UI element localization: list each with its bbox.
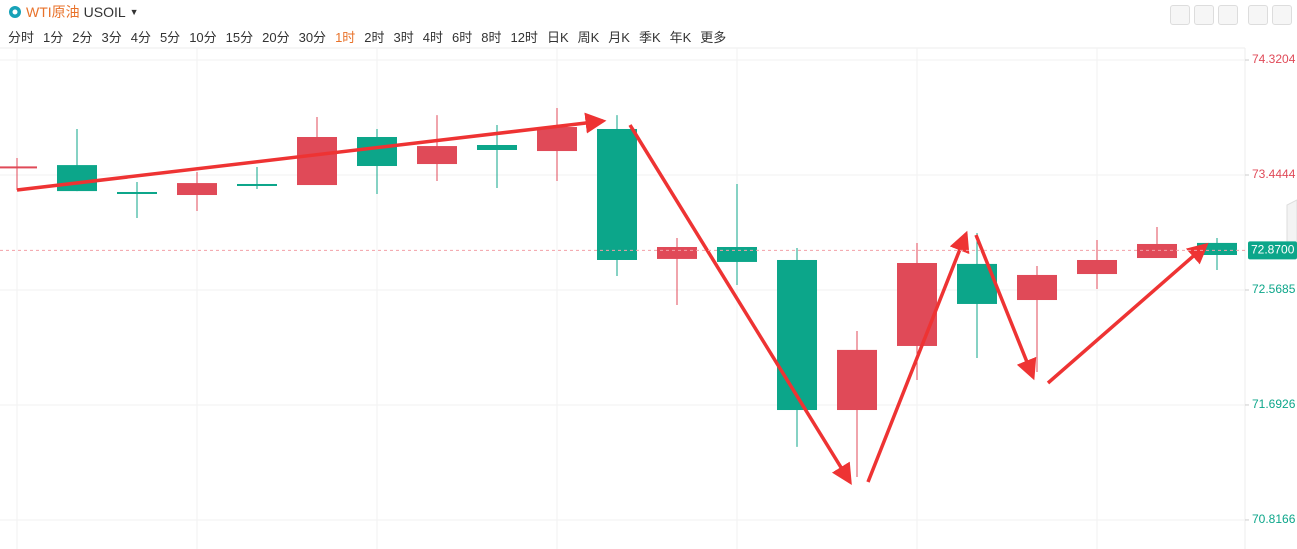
- y-tick-label: 71.6926: [1252, 397, 1296, 411]
- y-tick-label: 72.5685: [1252, 282, 1296, 296]
- interval-option[interactable]: 日K: [546, 29, 569, 45]
- interval-option[interactable]: 30分: [298, 29, 327, 45]
- candle-body: [717, 246, 757, 262]
- candle-body: [477, 145, 517, 150]
- interval-option[interactable]: 15分: [225, 29, 254, 45]
- interval-option[interactable]: 5分: [159, 29, 181, 45]
- candle-body: [0, 166, 37, 169]
- y-tick-label: 74.3204: [1252, 52, 1296, 66]
- symbol-header: WTI原油 USOIL ▼: [8, 2, 139, 22]
- candle-body: [357, 136, 397, 167]
- interval-option[interactable]: 年K: [669, 29, 692, 45]
- candle-body: [237, 183, 277, 186]
- candle-body: [417, 146, 457, 165]
- candle-body: [1077, 259, 1117, 275]
- candle-body: [597, 128, 637, 260]
- y-tick-label: 73.4444: [1252, 167, 1296, 181]
- candle-body: [1137, 243, 1177, 259]
- candle-body: [537, 127, 577, 152]
- interval-option[interactable]: 2时: [364, 29, 385, 45]
- tool-button[interactable]: [1170, 5, 1190, 25]
- candle-body: [897, 263, 937, 346]
- interval-option[interactable]: 季K: [638, 29, 661, 45]
- tool-button[interactable]: [1218, 5, 1238, 25]
- candle-body: [177, 183, 217, 196]
- tool-button[interactable]: [1248, 5, 1268, 25]
- symbol-code[interactable]: USOIL: [83, 4, 126, 20]
- candle-body: [57, 165, 97, 192]
- candle-body: [1017, 274, 1057, 301]
- interval-option[interactable]: 10分: [189, 29, 217, 45]
- y-tick-label: 70.8166: [1252, 512, 1296, 526]
- interval-option[interactable]: 1分: [43, 29, 64, 45]
- symbol-title[interactable]: WTI原油: [26, 4, 80, 20]
- candle-body: [777, 259, 817, 411]
- interval-bar: 分时 1分 2分 3分 4分 5分 10分 15分 20分 30分 1时 2时 3时 4时 6时 8时 12时日…: [8, 26, 735, 46]
- candle-body: [657, 246, 697, 259]
- interval-option[interactable]: 月K: [608, 29, 630, 45]
- tool-button[interactable]: [1272, 5, 1292, 25]
- candle-body: [117, 191, 157, 194]
- interval-option[interactable]: 更多: [700, 29, 727, 45]
- annotation-arrows: [16, 112, 1209, 485]
- interval-option[interactable]: 周K: [577, 29, 600, 45]
- interval-option[interactable]: 12时: [510, 29, 538, 45]
- interval-option[interactable]: 6时: [452, 29, 473, 45]
- interval-option[interactable]: 4分: [130, 29, 151, 45]
- interval-option[interactable]: 4时: [422, 29, 443, 45]
- interval-option[interactable]: 20分: [262, 29, 290, 45]
- tool-button[interactable]: [1194, 5, 1214, 25]
- last-price-box: [1248, 241, 1297, 260]
- symbol-icon: [9, 6, 21, 18]
- interval-option[interactable]: 1时: [335, 29, 356, 45]
- candle-body: [297, 136, 337, 186]
- last-price-label: 72.8700: [1251, 243, 1295, 257]
- interval-option[interactable]: 分时: [8, 29, 35, 45]
- interval-option[interactable]: 3分: [101, 29, 122, 45]
- dropdown-caret[interactable]: ▼: [129, 7, 139, 17]
- candle-body: [837, 349, 877, 411]
- interval-option[interactable]: 3时: [393, 29, 414, 45]
- interval-option[interactable]: 8时: [481, 29, 502, 45]
- interval-option[interactable]: 2分: [72, 29, 93, 45]
